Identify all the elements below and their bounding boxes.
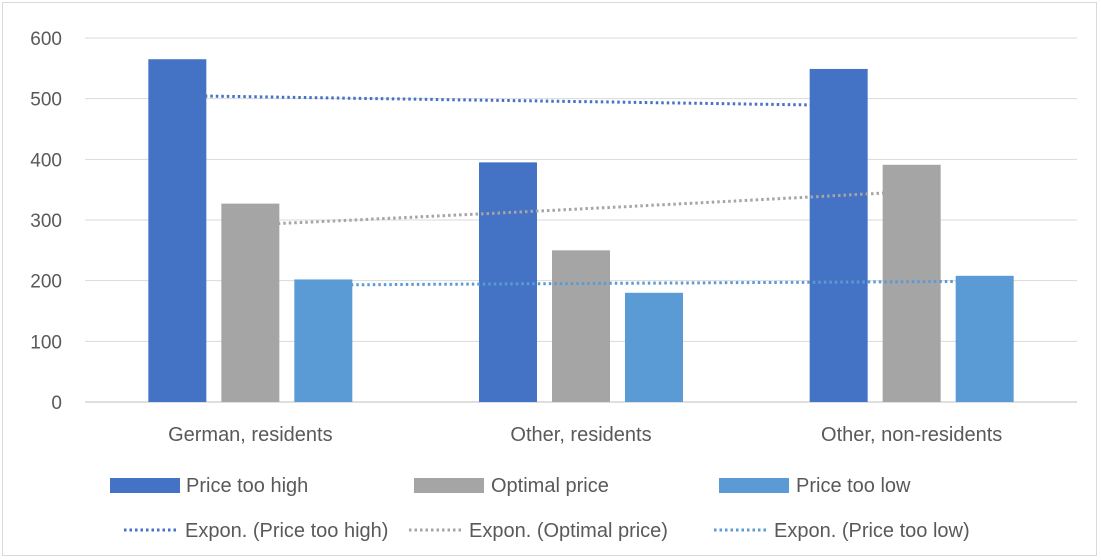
legend-label: Expon. (Price too low): [774, 520, 970, 542]
trendline-optimal-price: [250, 190, 912, 227]
x-category-label: Other, residents: [510, 424, 651, 446]
y-tick-label: 400: [30, 150, 62, 171]
bar-optimal-price: [221, 203, 280, 402]
legend-label: Price too low: [796, 475, 911, 497]
x-category-label: German, residents: [168, 424, 333, 446]
legend-label: Price too high: [186, 475, 308, 497]
y-tick-label: 300: [30, 211, 62, 232]
bar-price-too-high: [809, 68, 868, 402]
x-category-label: Other, non-residents: [821, 424, 1002, 446]
bar-price-too-high: [148, 59, 207, 402]
legend-swatch: [414, 478, 484, 493]
legend-swatch: [110, 478, 180, 493]
x-axis-labels: German, residents Other, residents Other, …: [168, 424, 1002, 446]
y-tick-label: 0: [51, 393, 62, 414]
y-axis-ticks: 0 100 200 300 400 500 600: [30, 29, 62, 414]
y-tick-label: 100: [30, 332, 62, 353]
trendline-price-too-high: [177, 94, 839, 107]
bar-price-too-low: [625, 292, 683, 402]
bar-optimal-price: [552, 250, 610, 402]
bar-price-too-high: [479, 162, 537, 402]
trendline-price-too-low: [323, 279, 985, 287]
bar-price-too-low: [294, 279, 353, 402]
legend-label: Expon. (Optimal price): [469, 520, 668, 542]
y-tick-label: 500: [30, 90, 62, 111]
legend-label: Expon. (Price too high): [185, 520, 388, 542]
bar-optimal-price: [882, 164, 941, 402]
legend: Price too high Optimal price Price too low…: [110, 475, 970, 542]
y-tick-label: 200: [30, 272, 62, 293]
legend-swatch: [719, 478, 789, 493]
trendlines: [177, 94, 985, 287]
bars: [148, 59, 1014, 402]
bar-price-too-low: [955, 275, 1014, 402]
legend-label: Optimal price: [491, 475, 609, 497]
y-tick-label: 600: [30, 29, 62, 50]
